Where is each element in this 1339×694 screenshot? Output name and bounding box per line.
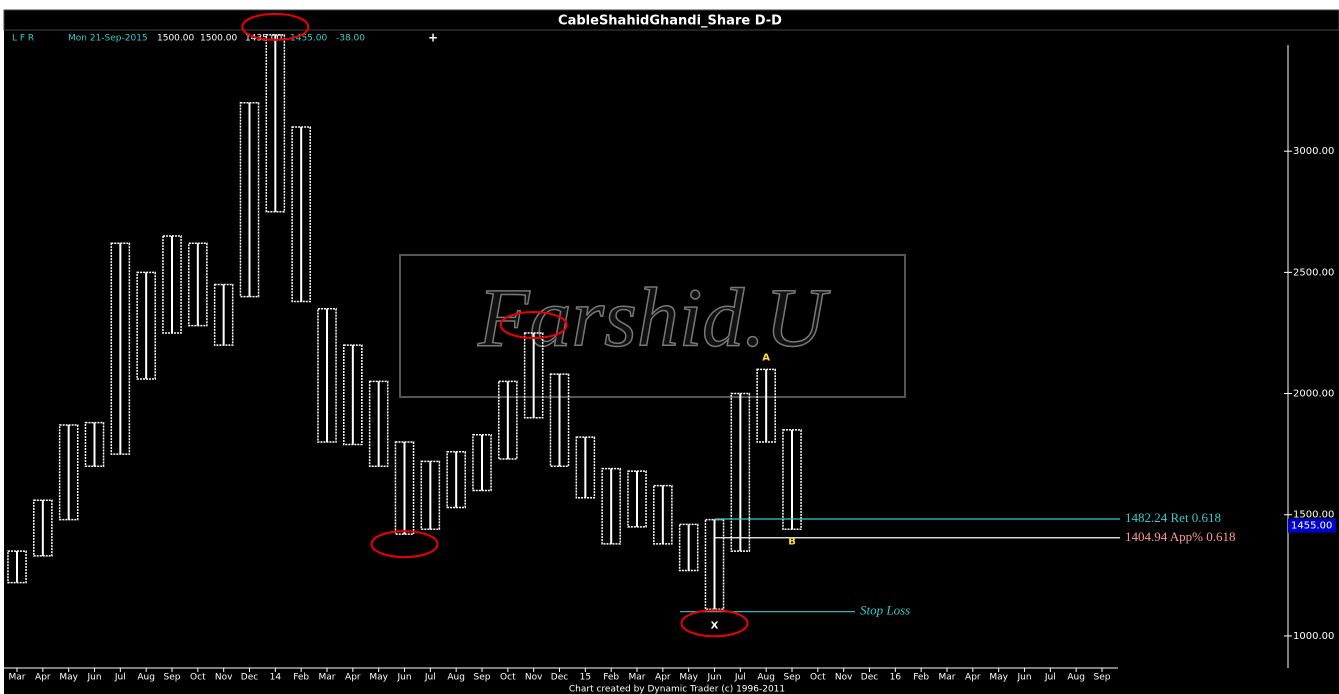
x-tick-label: Dec [551,673,568,683]
y-tick-label: 2000.00 [1293,389,1334,400]
chart-background [4,10,1339,694]
x-tick-label: Aug [137,673,155,683]
level-label: 1404.94 App% 0.618 [1125,529,1236,544]
x-tick-label: Dec [241,673,258,683]
x-tick-label: Nov [525,673,543,683]
info-high: 1500.00 [200,34,237,44]
x-tick-label: Mar [9,673,26,683]
highlight-ellipse [370,530,439,559]
x-tick-label: Sep [784,673,801,683]
x-tick-label: Mar [319,673,336,683]
x-tick-label: May [679,673,698,683]
x-tick-label: Mar [629,673,646,683]
x-tick-label: Sep [474,673,491,683]
highlight-ellipse [241,12,310,41]
x-tick-label: May [59,673,78,683]
footer: Chart created by Dynamic Trader (c) 1996… [569,685,785,694]
wave-label: B [788,536,796,547]
x-tick-label: Oct [190,673,206,683]
x-tick-label: Apr [35,673,51,683]
info-close: 1455.00 [290,34,327,44]
last-price-box [1288,518,1336,533]
chart-title: CableShahidGhandi_Share D-D [558,14,782,29]
x-tick-label: Aug [1067,673,1085,683]
x-tick-label: Apr [655,673,671,683]
x-tick-label: Sep [164,673,181,683]
highlight-ellipse [680,609,749,638]
x-tick-label: Feb [913,673,929,683]
y-tick-label: 1000.00 [1293,631,1334,642]
y-tick-label: 1500.00 [1293,510,1334,521]
watermark-box [399,254,906,398]
x-tick-label: Oct [500,673,516,683]
x-tick-label: Mar [939,673,956,683]
x-tick-label: Aug [757,673,775,683]
wave-label: X [711,620,719,631]
x-tick-label: Apr [345,673,361,683]
x-tick-label: Oct [810,673,826,683]
x-tick-label: Jun [86,673,101,683]
info-date: Mon 21-Sep-2015 [68,34,148,44]
level-label: Stop Loss [860,603,910,618]
x-tick-label: 14 [270,673,282,683]
x-tick-label: Nov [835,673,853,683]
x-tick-label: Jul [734,673,746,683]
x-tick-label: Feb [293,673,309,683]
x-tick-label: 15 [580,673,591,683]
info-open: 1500.00 [157,34,194,44]
x-tick-label: Dec [861,673,878,683]
x-tick-label: Jun [706,673,721,683]
x-tick-label: Feb [603,673,619,683]
x-tick-label: May [989,673,1008,683]
y-tick-label: 2500.00 [1293,267,1334,278]
x-tick-label: Jul [114,673,126,683]
y-tick-label: 3000.00 [1293,146,1334,157]
cursor-mark: + [428,31,438,45]
wave-label: A [762,352,770,363]
x-tick-label: 16 [890,673,902,683]
x-tick-label: Jun [1016,673,1031,683]
title-bar [3,9,1339,31]
x-tick-label: Jun [396,673,411,683]
highlight-ellipse [499,310,568,339]
x-tick-label: Jul [424,673,436,683]
info-flags: L F R [12,34,34,44]
x-tick-label: Nov [215,673,233,683]
watermark: Farshid.U [477,271,831,364]
x-tick-label: Apr [965,673,981,683]
last-price-label: 1455.00 [1291,521,1332,532]
x-tick-label: Sep [1094,673,1111,683]
info-change: -38.00 [336,34,365,44]
x-tick-label: Jul [1044,673,1056,683]
x-tick-label: Aug [447,673,465,683]
level-label: 1482.24 Ret 0.618 [1125,510,1221,525]
x-tick-label: May [369,673,388,683]
